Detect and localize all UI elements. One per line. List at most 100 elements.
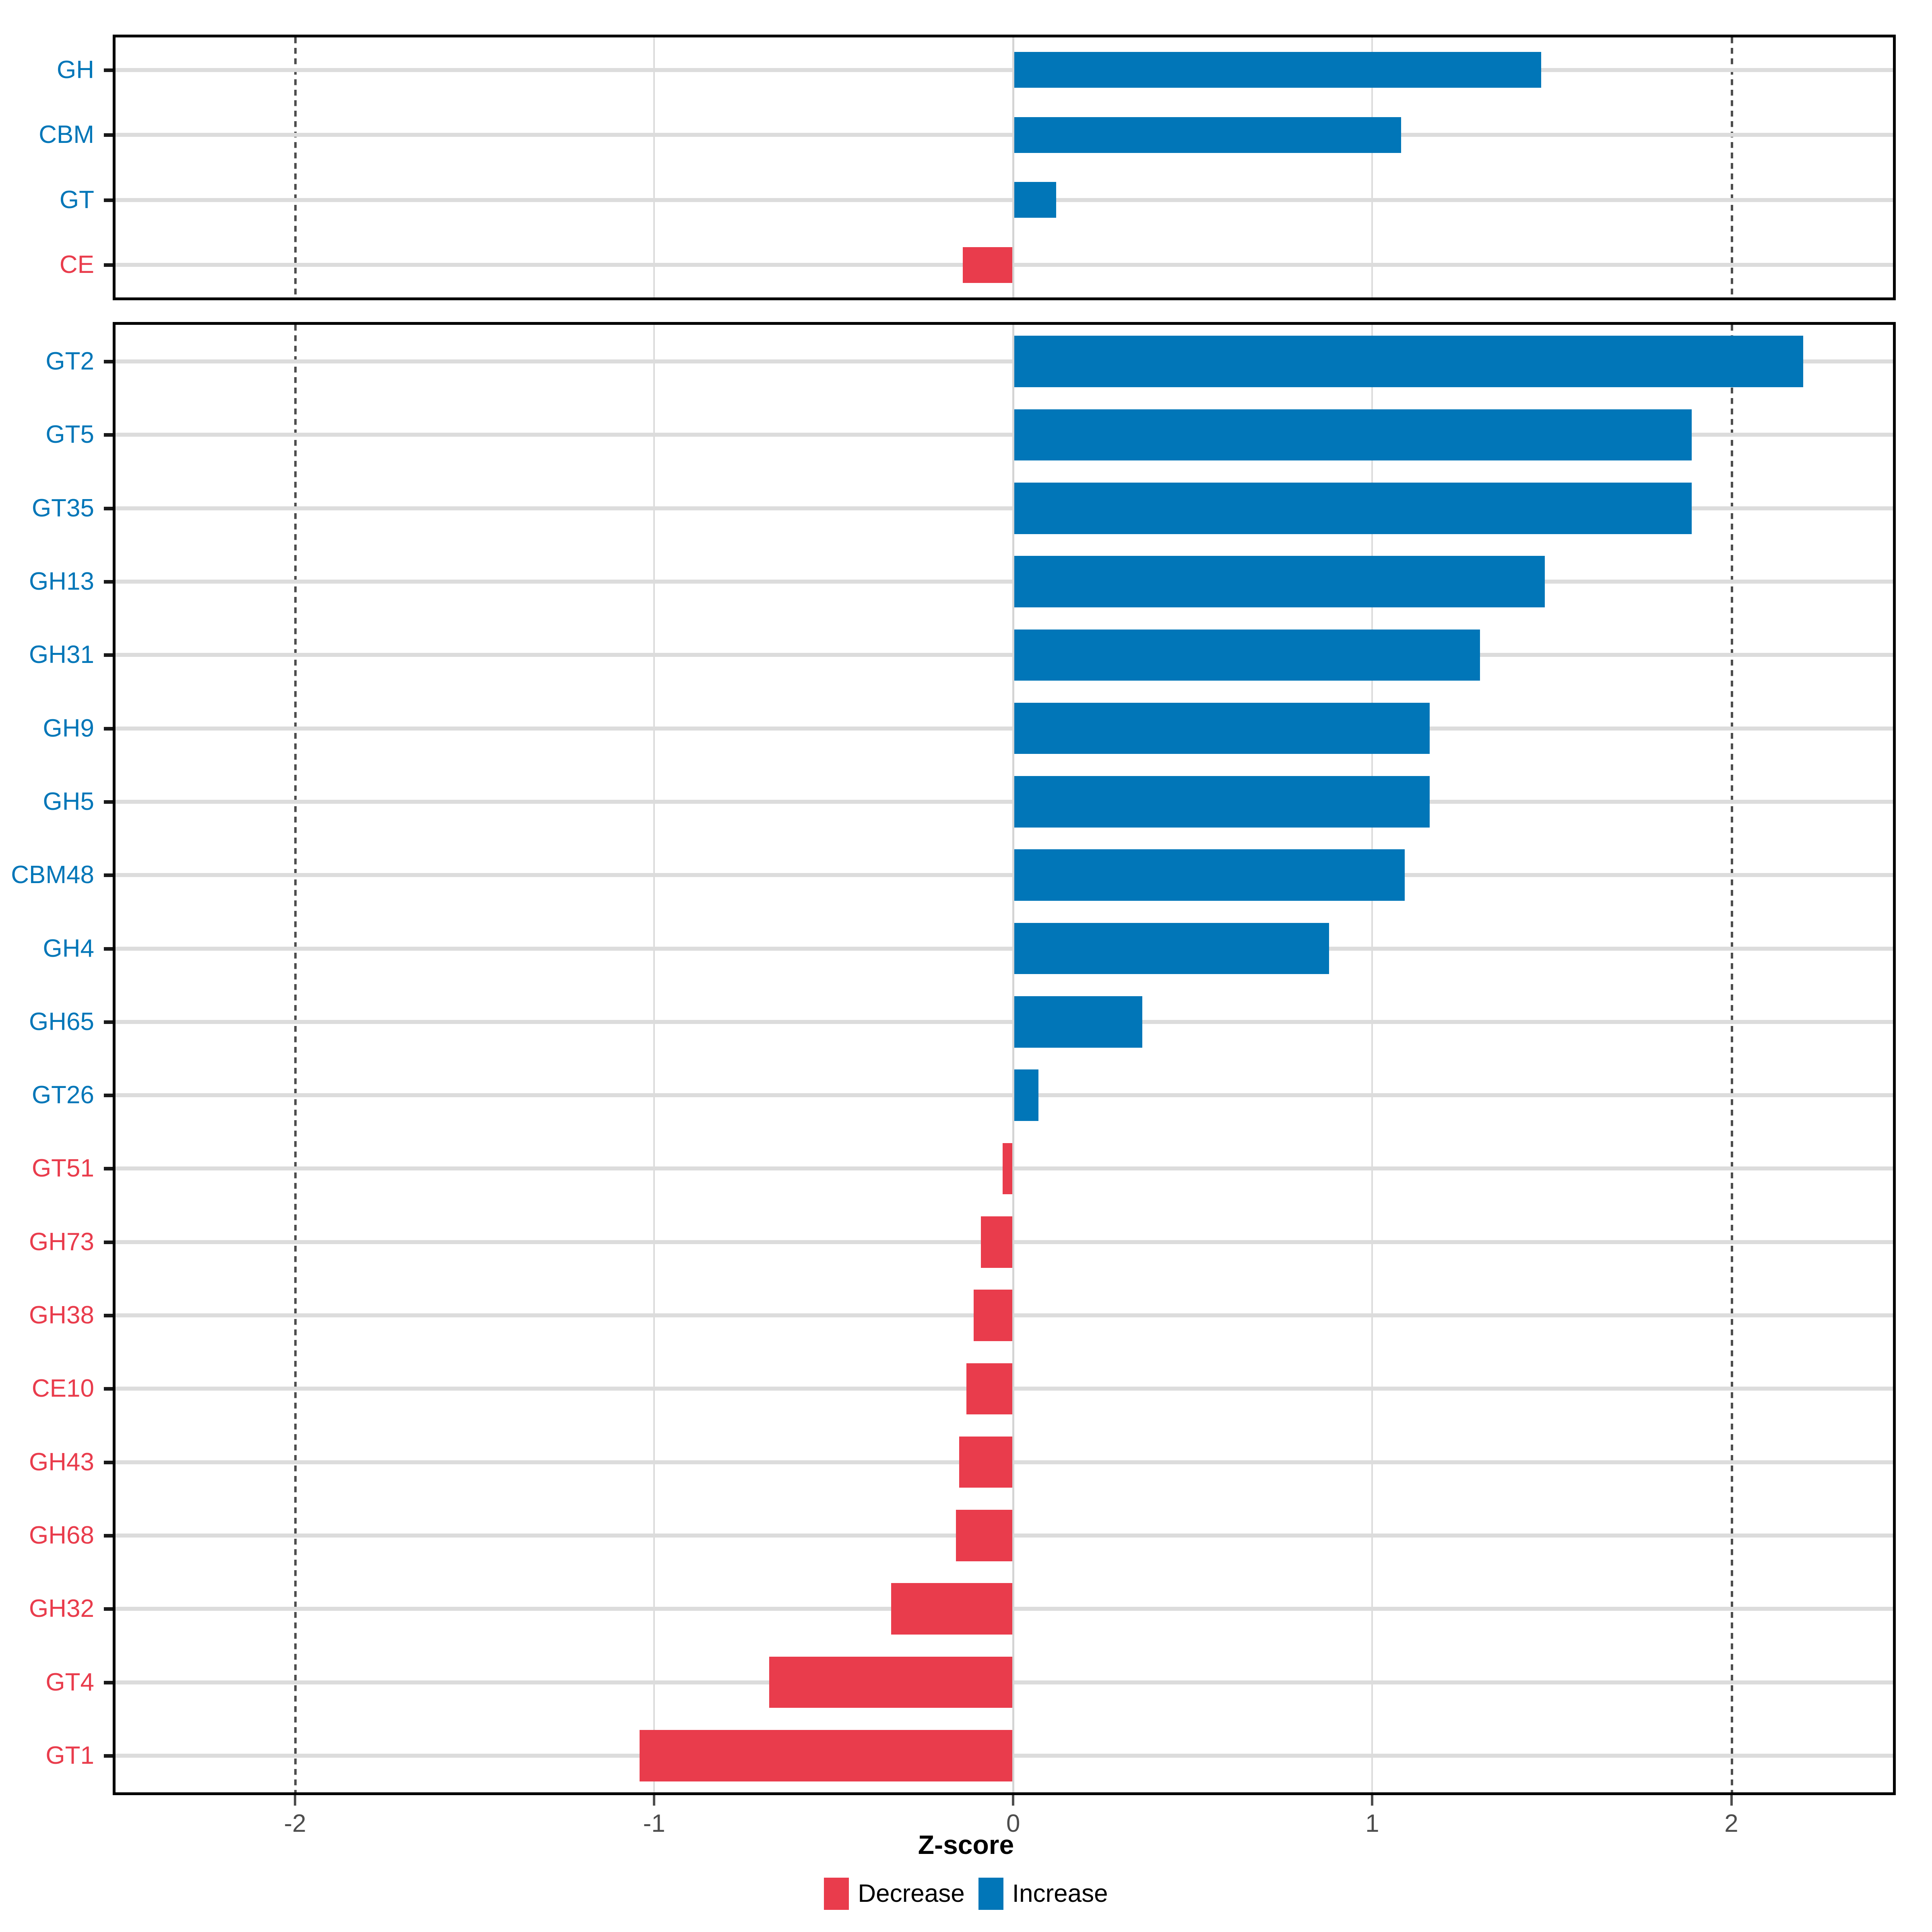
y-tick-label-gh43: GH43 — [29, 1448, 94, 1476]
legend-item-decrease[interactable]: Decrease — [824, 1878, 965, 1910]
y-tick-mark — [104, 947, 113, 951]
bar-cbm48[interactable] — [1013, 849, 1405, 901]
bar-gt5[interactable] — [1013, 409, 1692, 461]
bar-gh38[interactable] — [974, 1290, 1013, 1341]
legend-label-increase: Increase — [1012, 1880, 1108, 1907]
bar-gh4[interactable] — [1013, 923, 1329, 974]
y-tick-mark — [104, 133, 113, 137]
bar-cbm[interactable] — [1013, 117, 1401, 153]
y-tick-label-gh65: GH65 — [29, 1007, 94, 1036]
bar-gh32[interactable] — [891, 1583, 1013, 1635]
gridline-horizontal — [116, 1093, 1893, 1098]
bar-gh68[interactable] — [956, 1510, 1013, 1561]
bar-gt4[interactable] — [769, 1656, 1013, 1708]
y-tick-mark — [104, 1020, 113, 1024]
y-tick-label-gh31: GH31 — [29, 641, 94, 669]
y-tick-mark — [104, 1094, 113, 1098]
y-tick-label-gh5: GH5 — [43, 787, 94, 815]
y-tick-label-gh: GH — [57, 56, 94, 84]
y-tick-label-gt4: GT4 — [45, 1668, 94, 1696]
y-tick-label-gh13: GH13 — [29, 568, 94, 596]
zero-reference-line — [1012, 37, 1015, 297]
gridline-horizontal — [116, 653, 1893, 657]
y-tick-label-gh4: GH4 — [43, 934, 94, 962]
x-tick-label-2: 0 — [1006, 1810, 1020, 1837]
y-tick-label-gh68: GH68 — [29, 1521, 94, 1549]
y-tick-mark — [104, 800, 113, 804]
y-tick-label-gt: GT — [59, 186, 94, 214]
x-tick-mark — [1012, 1795, 1015, 1806]
legend-swatch-increase-icon — [978, 1878, 1003, 1910]
y-tick-label-gh32: GH32 — [29, 1595, 94, 1623]
gridline-horizontal — [116, 433, 1893, 437]
x-tick-mark — [653, 1795, 656, 1806]
y-tick-label-gh9: GH9 — [43, 714, 94, 742]
y-tick-label-gt35: GT35 — [31, 494, 94, 522]
gridline-horizontal — [116, 133, 1893, 137]
x-tick-label-1: -1 — [643, 1810, 665, 1837]
y-tick-mark — [104, 1680, 113, 1684]
legend-label-decrease: Decrease — [858, 1880, 965, 1907]
gridline-vertical — [653, 37, 655, 297]
x-tick-mark — [1371, 1795, 1374, 1806]
y-tick-mark — [104, 873, 113, 877]
gridline-horizontal — [116, 359, 1893, 364]
y-tick-label-gt51: GT51 — [31, 1154, 94, 1183]
gridline-horizontal — [116, 198, 1893, 202]
bar-gh9[interactable] — [1013, 702, 1430, 754]
bar-gt[interactable] — [1013, 182, 1057, 218]
y-tick-label-gt26: GT26 — [31, 1081, 94, 1109]
cazyme-family-panel — [113, 322, 1896, 1795]
y-tick-label-gh73: GH73 — [29, 1228, 94, 1256]
gridline-horizontal — [116, 873, 1893, 877]
gridline-vertical — [1730, 37, 1733, 297]
gridline-horizontal — [116, 506, 1893, 510]
bar-gt51[interactable] — [1002, 1143, 1013, 1195]
x-tick-label-3: 1 — [1365, 1810, 1379, 1837]
y-tick-mark — [104, 1534, 113, 1538]
gridline-horizontal — [116, 799, 1893, 804]
bar-gt26[interactable] — [1013, 1069, 1038, 1121]
gridline-vertical — [294, 37, 297, 297]
y-tick-mark — [104, 263, 113, 267]
bar-ce[interactable] — [963, 247, 1013, 283]
zero-reference-line — [1012, 325, 1015, 1792]
gridline-horizontal — [116, 580, 1893, 584]
bar-gh73[interactable] — [981, 1216, 1013, 1268]
legend-swatch-decrease-icon — [824, 1878, 849, 1910]
bar-gh31[interactable] — [1013, 629, 1480, 681]
bar-gh[interactable] — [1013, 52, 1541, 88]
y-tick-label-gh38: GH38 — [29, 1301, 94, 1329]
y-tick-mark — [104, 1167, 113, 1171]
x-tick-mark — [294, 1795, 297, 1806]
gridline-vertical — [653, 325, 655, 1792]
gridline-vertical — [1371, 37, 1373, 297]
x-axis-title: Z-score — [918, 1830, 1014, 1860]
bar-gt35[interactable] — [1013, 482, 1692, 534]
y-tick-label-gt2: GT2 — [45, 347, 94, 376]
y-tick-label-ce: CE — [59, 251, 94, 279]
y-tick-mark — [104, 433, 113, 437]
bar-gh5[interactable] — [1013, 776, 1430, 828]
bar-gt2[interactable] — [1013, 336, 1803, 387]
gridline-vertical — [1371, 325, 1373, 1792]
bar-gh65[interactable] — [1013, 996, 1143, 1048]
y-tick-label-gt1: GT1 — [45, 1741, 94, 1769]
gridline-horizontal — [116, 946, 1893, 951]
y-tick-mark — [104, 360, 113, 364]
bar-gh13[interactable] — [1013, 556, 1545, 607]
gridline-horizontal — [116, 726, 1893, 731]
bar-ce10[interactable] — [966, 1363, 1013, 1415]
chart-legend: Decrease Increase — [0, 1878, 1932, 1910]
y-tick-mark — [104, 198, 113, 202]
x-tick-label-4: 2 — [1724, 1810, 1738, 1837]
cazyme-class-panel — [113, 35, 1896, 300]
gridline-vertical — [1730, 325, 1733, 1792]
y-tick-mark — [104, 1607, 113, 1611]
y-tick-mark — [104, 506, 113, 510]
gridline-horizontal — [116, 1020, 1893, 1024]
legend-item-increase[interactable]: Increase — [978, 1878, 1108, 1910]
bar-gt1[interactable] — [640, 1730, 1013, 1781]
bar-gh43[interactable] — [959, 1436, 1013, 1488]
